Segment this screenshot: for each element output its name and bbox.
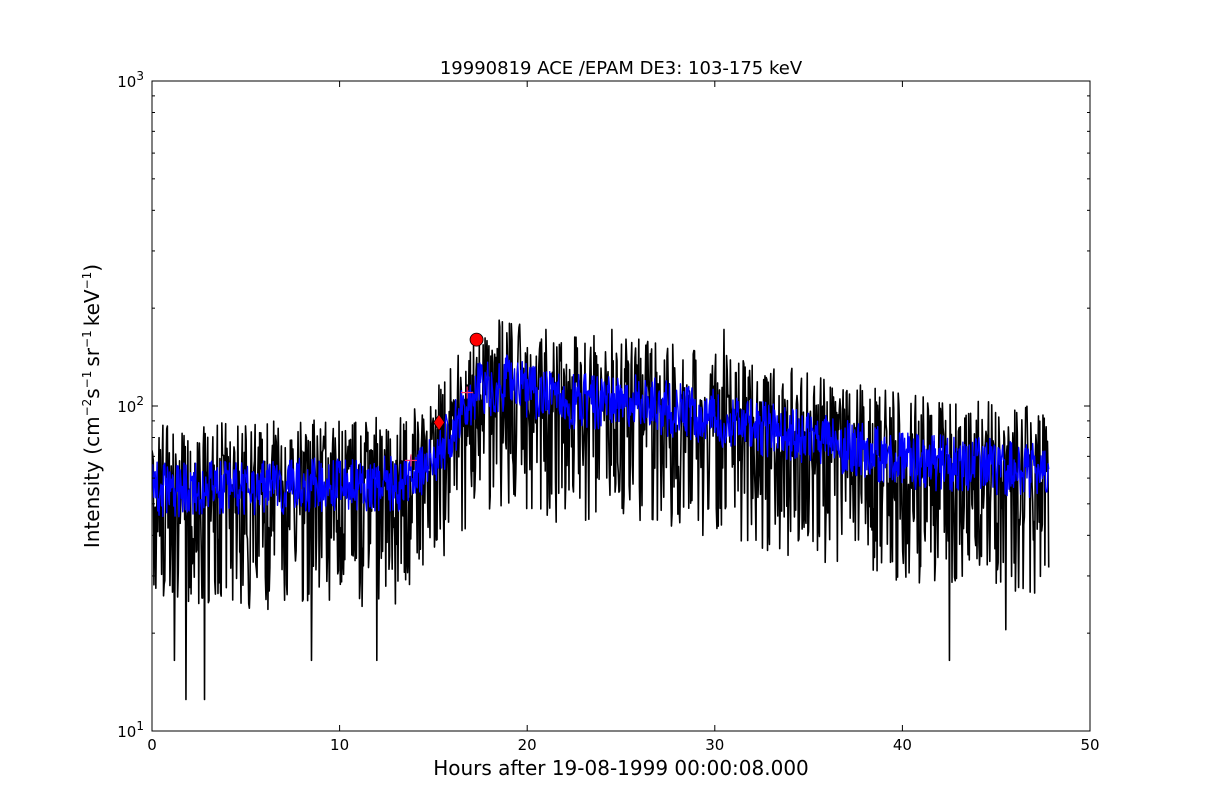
event-markers (404, 332, 484, 467)
plot-area (152, 319, 1050, 701)
y-axis-ticks: 101 102 103 (117, 69, 1090, 741)
x-tick-label: 30 (705, 736, 724, 754)
x-tick-label: 20 (518, 736, 537, 754)
x-axis-ticks: 0 10 20 30 40 50 (147, 81, 1100, 754)
x-tick-label: 10 (330, 736, 349, 754)
y-tick-label: 101 (117, 719, 144, 741)
x-axis-label: Hours after 19-08-1999 00:00:08.000 (433, 756, 809, 780)
x-tick-label: 50 (1080, 736, 1099, 754)
chart-title: 19990819 ACE /EPAM DE3: 103-175 keV (440, 58, 803, 79)
plus-marker (404, 454, 417, 467)
diamond-marker (433, 413, 446, 432)
y-tick-label: 103 (117, 69, 144, 91)
y-axis-label: Intensity (cm−2s−1sr−1keV−1) (80, 264, 104, 548)
x-tick-label: 0 (147, 736, 157, 754)
y-tick-label: 102 (117, 394, 144, 416)
circle-marker (469, 332, 484, 347)
series-line-smoothed (152, 354, 1050, 518)
plus-marker (461, 386, 474, 399)
x-tick-label: 40 (893, 736, 912, 754)
